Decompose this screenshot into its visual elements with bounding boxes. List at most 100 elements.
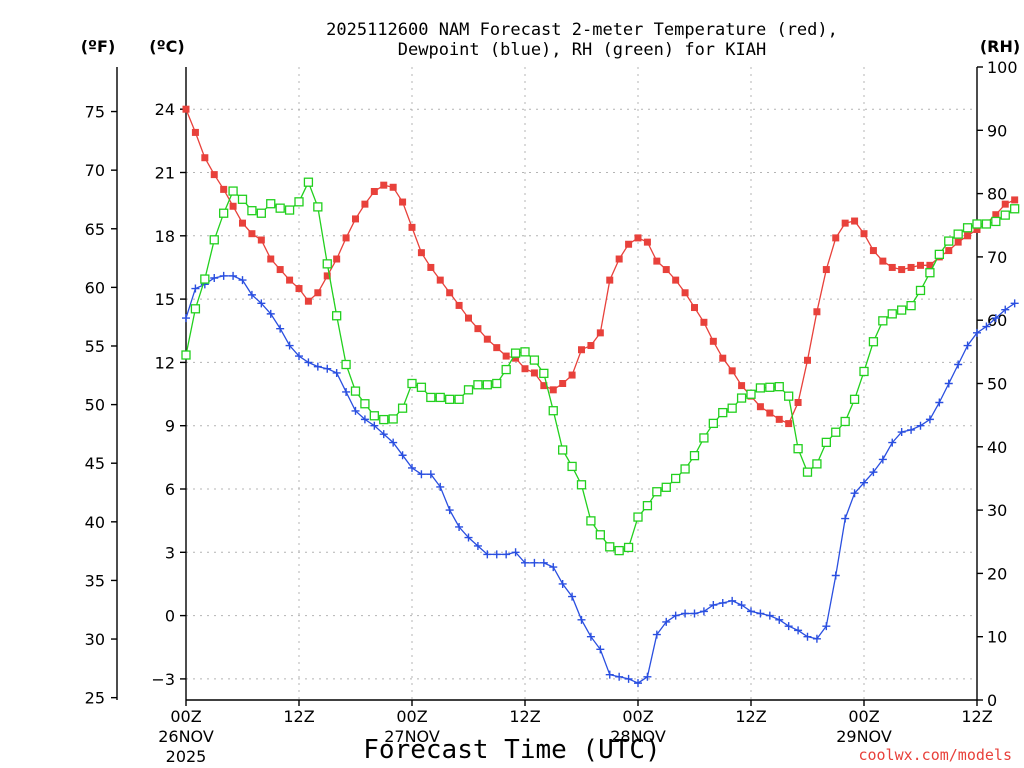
dewpoint-point: [878, 455, 887, 464]
temperature-point: [766, 409, 774, 417]
dewpoint-point: [342, 387, 351, 396]
rh-point: [567, 461, 577, 472]
rh-point: [802, 467, 813, 477]
dewpoint-point: [624, 674, 633, 683]
rh-point: [595, 530, 605, 540]
dewpoint-point: [577, 615, 586, 624]
temperature-point: [738, 382, 746, 390]
temperature-point: [455, 301, 463, 309]
rh-point: [388, 414, 398, 424]
rh-point: [736, 393, 747, 403]
rh-point: [416, 382, 427, 392]
rh-point: [181, 350, 191, 360]
temperature-point: [474, 325, 482, 333]
celsius-tick-label: 3: [165, 543, 175, 562]
dewpoint-point: [530, 558, 539, 567]
dewpoint-series: [182, 271, 1019, 688]
rh-point: [1000, 210, 1010, 220]
temperature-point: [756, 403, 764, 411]
dewpoint-point: [615, 672, 624, 681]
rh-point: [962, 223, 973, 233]
temperature-point: [248, 230, 256, 238]
temperature-point: [568, 371, 576, 379]
temperature-point: [662, 266, 670, 274]
dewpoint-point: [247, 290, 256, 299]
temperature-point: [578, 346, 585, 354]
rh-point: [661, 482, 671, 492]
rh-unit-label: (RH): [980, 37, 1020, 56]
dewpoint-point: [718, 598, 727, 607]
rh-point: [642, 501, 653, 511]
temperature-point: [634, 234, 642, 242]
x-date-label: 27NOV: [384, 727, 440, 746]
dewpoint-point: [210, 274, 219, 282]
fahrenheit-tick-label: 55: [85, 337, 105, 356]
rh-tick-label: 30: [987, 501, 1007, 520]
dewpoint-point: [464, 533, 473, 542]
dewpoint-point: [229, 271, 238, 280]
temperature-point: [342, 234, 350, 242]
dewpoint-point: [596, 645, 605, 654]
temperature-point: [615, 255, 623, 263]
dewpoint-point: [1010, 299, 1019, 308]
temperature-point: [483, 335, 491, 343]
dewpoint-point: [492, 550, 501, 559]
rh-point: [397, 403, 408, 413]
rh-point: [934, 249, 944, 260]
rh-point: [360, 399, 370, 409]
rh-point: [746, 389, 756, 399]
dewpoint-point: [295, 352, 303, 361]
dewpoint-point: [954, 360, 963, 369]
dewpoint-point: [360, 415, 369, 424]
rh-point: [520, 347, 530, 357]
dewpoint-point: [182, 314, 190, 323]
rh-series: [181, 177, 1020, 556]
dewpoint-point: [539, 558, 548, 567]
temperature-point: [436, 276, 444, 284]
rh-tick-label: 100: [987, 58, 1018, 77]
dewpoint-point: [586, 632, 595, 641]
rh-point: [831, 427, 841, 437]
rh-point: [237, 194, 248, 204]
dewpoint-point: [662, 617, 671, 626]
rh-point: [322, 259, 332, 269]
temperature-point: [879, 257, 887, 265]
temperature-point: [700, 318, 708, 326]
rh-point: [671, 473, 681, 484]
rh-point: [228, 186, 238, 196]
temperature-point: [191, 128, 199, 136]
temperature-point: [860, 230, 868, 238]
rh-point: [200, 274, 210, 284]
temperature-point: [512, 354, 520, 362]
dewpoint-line: [185, 275, 1016, 684]
temperature-point: [446, 289, 454, 297]
temperature-point: [389, 183, 397, 191]
dewpoint-point: [907, 425, 916, 434]
celsius-tick-label: 0: [165, 607, 175, 626]
rh-point: [548, 406, 558, 416]
temperature-point: [898, 266, 906, 274]
dewpoint-point: [728, 596, 737, 605]
temperature-point: [304, 297, 312, 305]
temperature-point: [917, 261, 924, 269]
fahrenheit-tick-label: 45: [85, 454, 105, 473]
rh-point: [793, 444, 803, 454]
temperature-point: [1011, 196, 1019, 204]
temperature-point: [841, 219, 849, 227]
chart-title-line-2: Dewpoint (blue), RH (green) for KIAH: [398, 40, 766, 60]
rh-point: [765, 382, 775, 392]
temperature-point: [427, 263, 435, 271]
fahrenheit-tick-label: 60: [85, 278, 105, 297]
temperature-point: [672, 276, 680, 284]
dewpoint-point: [765, 611, 774, 620]
rh-point: [906, 300, 916, 311]
dewpoint-point: [370, 421, 379, 430]
rh-point: [209, 235, 219, 245]
temperature-point: [549, 386, 557, 394]
dewpoint-point: [652, 630, 661, 639]
dewpoint-point: [888, 438, 897, 447]
temperature-point: [465, 314, 472, 322]
rh-point: [708, 418, 718, 429]
temperature-point: [239, 219, 246, 227]
